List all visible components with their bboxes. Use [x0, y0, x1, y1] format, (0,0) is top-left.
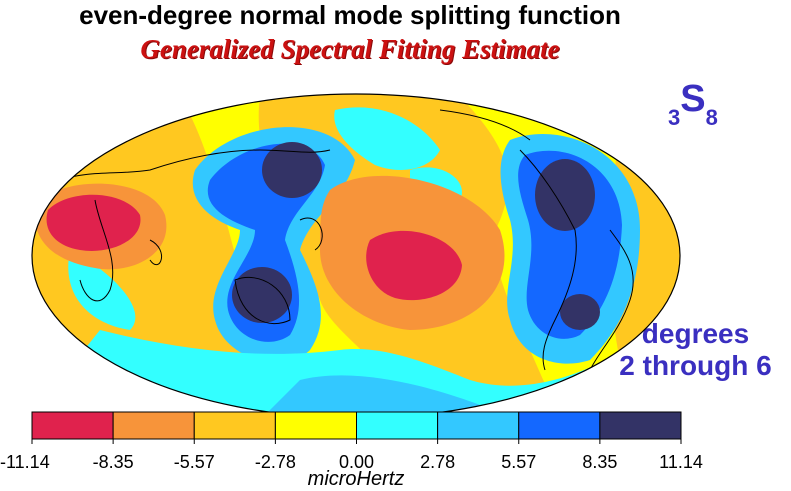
mode-label: 3S8 [668, 78, 718, 131]
colorbar-swatch [112, 411, 195, 440]
degrees-line-1: degrees [641, 318, 750, 349]
map-subtitle: Generalized Spectral Fitting Estimate [140, 34, 560, 64]
colorbar-tick-label: -5.57 [173, 452, 215, 472]
coastlines [59, 109, 634, 371]
mode-type: S [680, 78, 706, 120]
colorbar-swatch [193, 411, 276, 440]
colorbar-unit: microHertz [307, 468, 405, 490]
mode-overtone: 3 [668, 105, 681, 130]
colorbar-tick-label: 8.35 [582, 452, 618, 472]
colorbar-tick-label: -11.14 [0, 452, 50, 472]
colorbar-tick-label: 0.00 [338, 452, 375, 472]
colorbar-tick-label: 2.78 [420, 452, 456, 472]
colorbar-tick-label: 11.14 [659, 452, 703, 472]
colorbar-swatch [599, 411, 682, 440]
colorbar-swatch [437, 411, 520, 440]
colorbar [31, 411, 682, 444]
degrees-label: degrees 2 through 6 [600, 318, 791, 382]
colorbar-tick-label: -8.35 [92, 452, 134, 472]
colorbar-tick-label: 5.57 [501, 452, 537, 472]
mode-degree: 8 [705, 105, 718, 130]
map-title: even-degree normal mode splitting functi… [79, 0, 621, 30]
degrees-line-2: 2 through 6 [619, 350, 772, 381]
colorbar-swatch [518, 411, 601, 440]
colorbar-swatch [31, 411, 114, 440]
map-field [32, 94, 680, 418]
colorbar-swatch [274, 411, 357, 440]
colorbar-tick-label: -2.78 [254, 452, 296, 472]
colorbar-swatch [356, 411, 439, 440]
